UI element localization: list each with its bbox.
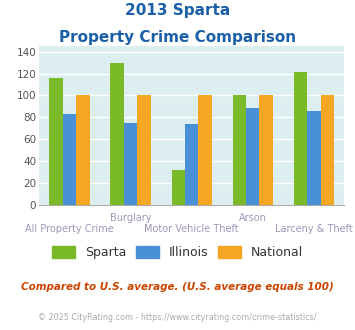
Text: Arson: Arson — [239, 213, 267, 223]
Text: © 2025 CityRating.com - https://www.cityrating.com/crime-statistics/: © 2025 CityRating.com - https://www.city… — [38, 314, 317, 322]
Text: Compared to U.S. average. (U.S. average equals 100): Compared to U.S. average. (U.S. average … — [21, 282, 334, 292]
Bar — [198, 95, 212, 205]
Legend: Sparta, Illinois, National: Sparta, Illinois, National — [48, 242, 307, 263]
Text: Motor Vehicle Theft: Motor Vehicle Theft — [144, 224, 239, 234]
Bar — [260, 95, 273, 205]
Bar — [110, 63, 124, 205]
Text: Larceny & Theft: Larceny & Theft — [275, 224, 353, 234]
Bar — [233, 95, 246, 205]
Text: Property Crime Comparison: Property Crime Comparison — [59, 30, 296, 45]
Bar — [185, 124, 198, 205]
Bar — [63, 114, 76, 205]
Bar — [321, 95, 334, 205]
Bar — [76, 95, 90, 205]
Bar — [49, 78, 63, 205]
Bar — [246, 109, 260, 205]
Text: 2013 Sparta: 2013 Sparta — [125, 3, 230, 18]
Bar — [307, 111, 321, 205]
Bar — [137, 95, 151, 205]
Text: Burglary: Burglary — [110, 213, 151, 223]
Text: All Property Crime: All Property Crime — [25, 224, 114, 234]
Bar — [124, 123, 137, 205]
Bar — [294, 72, 307, 205]
Bar — [171, 170, 185, 205]
